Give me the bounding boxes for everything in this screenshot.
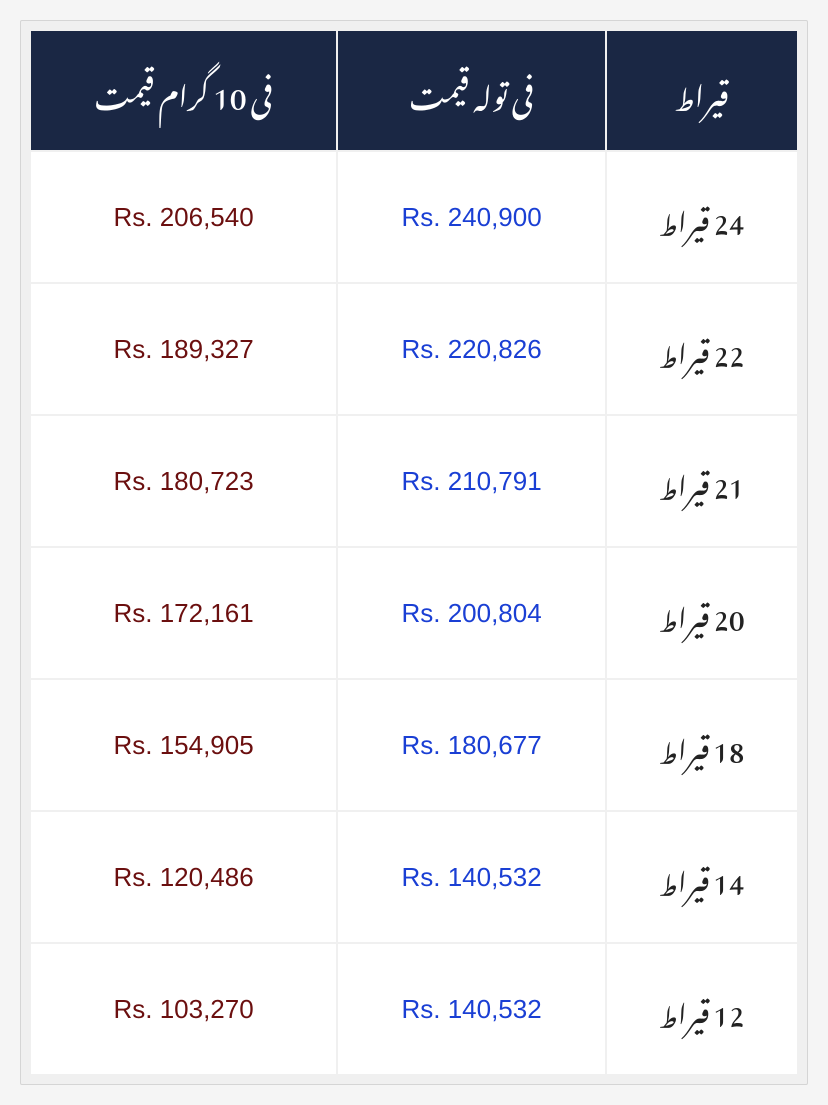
cell-karat: 18 قیراط xyxy=(606,679,798,811)
cell-gram: Rs. 189,327 xyxy=(30,283,337,415)
cell-karat: 12 قیراط xyxy=(606,943,798,1075)
header-gram: فی 10 گرام قیمت xyxy=(30,30,337,151)
table-header-row: فی 10 گرام قیمت فی تولہ قیمت قیراط xyxy=(30,30,798,151)
header-karat: قیراط xyxy=(606,30,798,151)
table-row: Rs. 172,161 Rs. 200,804 20 قیراط xyxy=(30,547,798,679)
price-table-container: فی 10 گرام قیمت فی تولہ قیمت قیراط Rs. 2… xyxy=(20,20,808,1085)
cell-karat: 22 قیراط xyxy=(606,283,798,415)
cell-tola: Rs. 140,532 xyxy=(337,943,606,1075)
header-tola: فی تولہ قیمت xyxy=(337,30,606,151)
table-row: Rs. 103,270 Rs. 140,532 12 قیراط xyxy=(30,943,798,1075)
table-row: Rs. 180,723 Rs. 210,791 21 قیراط xyxy=(30,415,798,547)
cell-gram: Rs. 120,486 xyxy=(30,811,337,943)
table-row: Rs. 154,905 Rs. 180,677 18 قیراط xyxy=(30,679,798,811)
table-row: Rs. 189,327 Rs. 220,826 22 قیراط xyxy=(30,283,798,415)
cell-karat: 21 قیراط xyxy=(606,415,798,547)
cell-tola: Rs. 180,677 xyxy=(337,679,606,811)
cell-gram: Rs. 180,723 xyxy=(30,415,337,547)
cell-gram: Rs. 103,270 xyxy=(30,943,337,1075)
cell-gram: Rs. 206,540 xyxy=(30,151,337,283)
cell-tola: Rs. 200,804 xyxy=(337,547,606,679)
table-body: Rs. 206,540 Rs. 240,900 24 قیراط Rs. 189… xyxy=(30,151,798,1075)
cell-karat: 20 قیراط xyxy=(606,547,798,679)
cell-tola: Rs. 220,826 xyxy=(337,283,606,415)
cell-gram: Rs. 154,905 xyxy=(30,679,337,811)
table-row: Rs. 206,540 Rs. 240,900 24 قیراط xyxy=(30,151,798,283)
cell-tola: Rs. 240,900 xyxy=(337,151,606,283)
cell-karat: 24 قیراط xyxy=(606,151,798,283)
cell-tola: Rs. 140,532 xyxy=(337,811,606,943)
cell-tola: Rs. 210,791 xyxy=(337,415,606,547)
cell-gram: Rs. 172,161 xyxy=(30,547,337,679)
table-row: Rs. 120,486 Rs. 140,532 14 قیراط xyxy=(30,811,798,943)
gold-price-table: فی 10 گرام قیمت فی تولہ قیمت قیراط Rs. 2… xyxy=(29,29,799,1076)
cell-karat: 14 قیراط xyxy=(606,811,798,943)
